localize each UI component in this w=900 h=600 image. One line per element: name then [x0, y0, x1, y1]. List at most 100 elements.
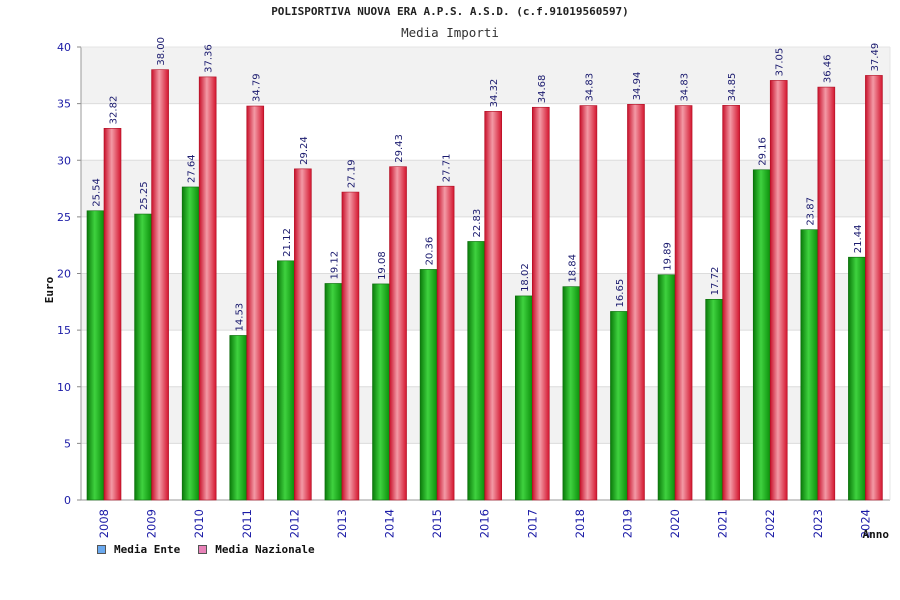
data-label: 27.71 [442, 154, 453, 183]
bar-media-nazionale [817, 86, 836, 501]
bar-media-ente [562, 286, 581, 501]
bar-media-nazionale [769, 80, 788, 501]
bar-media-nazionale [579, 105, 598, 501]
bar-media-nazionale [674, 105, 693, 501]
bar-media-nazionale [198, 76, 217, 501]
x-tick-label: 2013 [335, 509, 349, 538]
data-label: 27.64 [187, 154, 198, 183]
bar-media-nazionale [389, 166, 407, 501]
bar-media-nazionale [151, 69, 169, 501]
legend: Media Ente Media Nazionale [97, 543, 315, 556]
data-label: 32.82 [109, 96, 120, 125]
bar-media-nazionale [436, 185, 455, 501]
legend-label-media-ente: Media Ente [114, 543, 181, 556]
y-tick-label: 20 [57, 268, 71, 281]
bar-media-nazionale [865, 75, 883, 501]
data-label: 34.83 [680, 73, 691, 102]
chart-subtitle: Media Importi [401, 25, 499, 40]
data-label: 19.89 [663, 242, 674, 271]
data-label: 38.00 [156, 37, 167, 66]
y-axis-label: Euro [43, 276, 56, 303]
x-tick-label: 2010 [192, 509, 206, 538]
data-label: 18.84 [567, 254, 578, 283]
y-tick-label: 30 [57, 154, 71, 167]
data-label: 34.85 [727, 73, 738, 102]
bar-media-ente [705, 299, 723, 501]
data-label: 34.32 [489, 79, 500, 108]
x-tick-label: 2009 [145, 509, 159, 538]
x-tick-label: 2024 [858, 509, 872, 538]
data-label: 29.43 [394, 134, 405, 163]
data-label: 25.54 [92, 178, 103, 207]
bar-media-ente [277, 260, 295, 501]
bar-media-ente [229, 335, 248, 501]
bar-media-ente [419, 269, 438, 501]
bar-media-ente [181, 186, 200, 501]
bar-media-nazionale [246, 105, 265, 501]
x-tick-label: 2017 [525, 509, 539, 538]
x-tick-label: 2023 [811, 509, 825, 538]
y-tick-label: 35 [57, 98, 71, 111]
legend-label-media-nazionale: Media Nazionale [215, 543, 315, 556]
bar-media-nazionale [531, 106, 550, 501]
bar-media-ente [514, 295, 533, 501]
bar-media-nazionale [484, 111, 503, 501]
bar-media-ente [134, 213, 152, 501]
data-label: 37.36 [204, 44, 215, 73]
data-label: 19.12 [329, 251, 340, 280]
data-label: 19.08 [377, 251, 388, 280]
data-label: 36.46 [822, 54, 833, 83]
data-label: 27.19 [346, 159, 357, 188]
data-label: 14.53 [234, 303, 245, 332]
bar-media-ente [467, 241, 486, 501]
bar-media-ente [372, 283, 390, 501]
y-tick-label: 0 [64, 494, 71, 507]
x-tick-label: 2020 [668, 509, 682, 538]
data-label: 37.49 [870, 43, 881, 72]
x-tick-label: 2019 [620, 509, 634, 538]
legend-swatch-media-ente [97, 545, 106, 554]
x-tick-label: 2011 [240, 509, 254, 538]
data-label: 34.83 [584, 73, 595, 102]
data-label: 17.72 [710, 267, 721, 296]
data-label: 21.44 [853, 225, 864, 254]
x-tick-label: 2021 [716, 509, 730, 538]
y-tick-label: 25 [57, 211, 71, 224]
bar-media-ente [800, 229, 819, 501]
x-axis-label: Anno [863, 528, 890, 541]
bar-media-ente [86, 210, 105, 501]
x-tick-label: 2018 [573, 509, 587, 538]
bar-media-ente [324, 283, 343, 501]
data-label: 23.87 [805, 197, 816, 226]
bar-media-nazionale [722, 105, 740, 501]
bar-media-ente [657, 274, 676, 501]
y-tick-label: 5 [64, 437, 71, 450]
bar-media-ente [752, 169, 771, 501]
data-label: 20.36 [425, 237, 436, 266]
bar-media-nazionale [627, 104, 645, 501]
x-tick-label: 2012 [287, 509, 301, 538]
data-label: 29.16 [758, 137, 769, 166]
data-label: 18.02 [520, 263, 531, 292]
data-label: 22.83 [472, 209, 483, 238]
data-label: 25.25 [139, 181, 150, 210]
legend-item-media-nazionale: Media Nazionale [198, 543, 315, 556]
x-tick-label: 2022 [763, 509, 777, 538]
y-tick-label: 40 [57, 41, 71, 54]
data-label: 16.65 [615, 279, 626, 308]
bar-media-ente [610, 311, 628, 501]
x-tick-label: 2016 [478, 509, 492, 538]
data-label: 34.79 [251, 73, 262, 102]
y-tick-label: 10 [57, 381, 71, 394]
bar-media-nazionale [103, 128, 122, 501]
data-label: 21.12 [282, 228, 293, 257]
x-tick-label: 2014 [383, 509, 397, 538]
y-tick-label: 15 [57, 324, 71, 337]
data-label: 29.24 [299, 136, 310, 165]
x-tick-label: 2008 [97, 509, 111, 538]
legend-item-media-ente: Media Ente [97, 543, 180, 556]
bar-media-nazionale [294, 168, 312, 501]
x-tick-label: 2015 [430, 509, 444, 538]
data-label: 37.05 [775, 48, 786, 77]
